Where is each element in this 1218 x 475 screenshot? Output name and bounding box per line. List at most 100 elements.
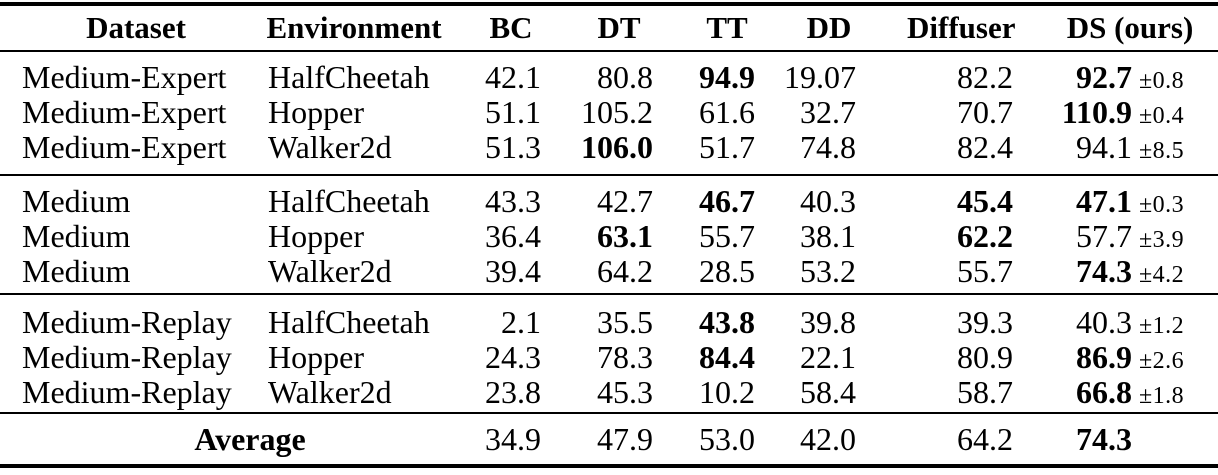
- bc-value: 2.1: [501, 304, 541, 340]
- environment-cell: HalfCheetah: [268, 59, 430, 95]
- tt-value: 10.2: [699, 374, 755, 410]
- table-row: Medium-Expert Hopper 51.1 105.2 61.6 32.…: [0, 95, 1218, 130]
- ds-cell: 47.1 ±0.3: [1013, 184, 1218, 223]
- section-divider: [0, 174, 1218, 176]
- average-label: Average: [194, 421, 306, 457]
- dd-value: 39.8: [800, 304, 856, 340]
- dataset-cell: Medium-Expert: [22, 94, 227, 130]
- diffuser-value: 82.2: [957, 59, 1013, 95]
- bc-value: 39.4: [485, 253, 541, 289]
- dt-value: 106.0: [581, 129, 653, 165]
- dataset-cell: Medium: [22, 253, 131, 289]
- ds-std: ±8.5: [1139, 138, 1185, 164]
- ds-value: 66.8: [1076, 374, 1132, 410]
- ds-cell: 110.9 ±0.4: [1013, 95, 1218, 134]
- col-header-environment: Environment: [266, 10, 442, 45]
- bottom-rule: [0, 464, 1218, 468]
- col-header-ds: DS (ours): [1066, 10, 1194, 45]
- dataset-cell: Medium: [22, 218, 131, 254]
- top-rule: [0, 2, 1218, 6]
- bc-value: 51.1: [485, 94, 541, 130]
- table-row: Medium-Replay Walker2d 23.8 45.3 10.2 58…: [0, 375, 1218, 410]
- ds-std: ±1.2: [1139, 313, 1185, 339]
- dt-value: 63.1: [597, 218, 653, 254]
- ds-std: ±0.4: [1139, 103, 1185, 129]
- diffuser-value: 62.2: [957, 218, 1013, 254]
- bc-value: 42.1: [485, 59, 541, 95]
- col-header-tt: TT: [706, 10, 748, 45]
- ds-cell: 86.9 ±2.6: [1013, 340, 1218, 379]
- environment-cell: Walker2d: [268, 129, 392, 165]
- dataset-cell: Medium: [22, 183, 131, 219]
- environment-cell: Walker2d: [268, 253, 392, 289]
- ds-value: 40.3: [1076, 304, 1132, 340]
- dd-value: 58.4: [800, 374, 856, 410]
- dd-value: 40.3: [800, 183, 856, 219]
- diffuser-value: 82.4: [957, 129, 1013, 165]
- ds-value: 57.7: [1076, 218, 1132, 254]
- bc-value: 36.4: [485, 218, 541, 254]
- col-header-diffuser: Diffuser: [907, 10, 1016, 45]
- table-row: Medium HalfCheetah 43.3 42.7 46.7 40.3 4…: [0, 184, 1218, 219]
- ds-value: 47.1: [1076, 183, 1132, 219]
- ds-average: 74.3: [1076, 421, 1132, 457]
- tt-value: 43.8: [699, 304, 755, 340]
- dt-value: 78.3: [597, 339, 653, 375]
- ds-cell: 94.1 ±8.5: [1013, 130, 1218, 169]
- section-divider: [0, 293, 1218, 295]
- ds-value: 74.3: [1076, 253, 1132, 289]
- diffuser-value: 39.3: [957, 304, 1013, 340]
- diffuser-value: 80.9: [957, 339, 1013, 375]
- dataset-cell: Medium-Replay: [22, 339, 232, 375]
- ds-std: ±4.2: [1139, 262, 1185, 288]
- section-medium-replay: Medium-Replay HalfCheetah 2.1 35.5 43.8 …: [0, 295, 1218, 412]
- tt-value: 84.4: [699, 339, 755, 375]
- table-row: Medium-Expert Walker2d 51.3 106.0 51.7 7…: [0, 130, 1218, 165]
- dd-value: 22.1: [800, 339, 856, 375]
- tt-value: 51.7: [699, 129, 755, 165]
- dt-value: 80.8: [597, 59, 653, 95]
- diffuser-value: 55.7: [957, 253, 1013, 289]
- average-row: Average 34.9 47.9 53.0 42.0 64.2 74.3: [0, 414, 1218, 464]
- ds-cell: 92.7 ±0.8: [1013, 60, 1218, 99]
- table-row: Medium Hopper 36.4 63.1 55.7 38.1 62.2 5…: [0, 219, 1218, 254]
- section-divider: [0, 412, 1218, 414]
- dataset-cell: Medium-Expert: [22, 59, 227, 95]
- table-row: Medium-Replay Hopper 24.3 78.3 84.4 22.1…: [0, 340, 1218, 375]
- tt-value: 61.6: [699, 94, 755, 130]
- dt-value: 35.5: [597, 304, 653, 340]
- bc-average: 34.9: [485, 421, 541, 457]
- environment-cell: Hopper: [268, 94, 364, 130]
- ds-value: 86.9: [1076, 339, 1132, 375]
- dd-average: 42.0: [800, 421, 856, 457]
- dataset-cell: Medium-Replay: [22, 304, 232, 340]
- ds-std: ±0.3: [1139, 192, 1185, 218]
- ds-value: 110.9: [1061, 94, 1132, 130]
- table-row: Medium Walker2d 39.4 64.2 28.5 53.2 55.7…: [0, 254, 1218, 289]
- diffuser-value: 58.7: [957, 374, 1013, 410]
- bc-value: 23.8: [485, 374, 541, 410]
- dt-value: 64.2: [597, 253, 653, 289]
- col-header-dt: DT: [597, 10, 641, 45]
- ds-cell: 66.8 ±1.8: [1013, 375, 1218, 414]
- ds-cell: 40.3 ±1.2: [1013, 305, 1218, 344]
- tt-average: 53.0: [699, 421, 755, 457]
- dataset-cell: Medium-Replay: [22, 374, 232, 410]
- tt-value: 28.5: [699, 253, 755, 289]
- ds-std: ±0.8: [1139, 68, 1185, 94]
- dt-value: 42.7: [597, 183, 653, 219]
- ds-cell: 57.7 ±3.9: [1013, 219, 1218, 258]
- environment-cell: HalfCheetah: [268, 304, 430, 340]
- header-rule: [0, 50, 1218, 52]
- dd-value: 19.07: [784, 59, 856, 95]
- ds-value: 94.1: [1076, 129, 1132, 165]
- environment-cell: Hopper: [268, 218, 364, 254]
- col-header-dataset: Dataset: [86, 10, 186, 45]
- bc-value: 43.3: [485, 183, 541, 219]
- ds-std: ±3.9: [1139, 227, 1185, 253]
- dt-average: 47.9: [597, 421, 653, 457]
- table-row: Medium-Replay HalfCheetah 2.1 35.5 43.8 …: [0, 305, 1218, 340]
- diffuser-value: 70.7: [957, 94, 1013, 130]
- table-row: Medium-Expert HalfCheetah 42.1 80.8 94.9…: [0, 60, 1218, 95]
